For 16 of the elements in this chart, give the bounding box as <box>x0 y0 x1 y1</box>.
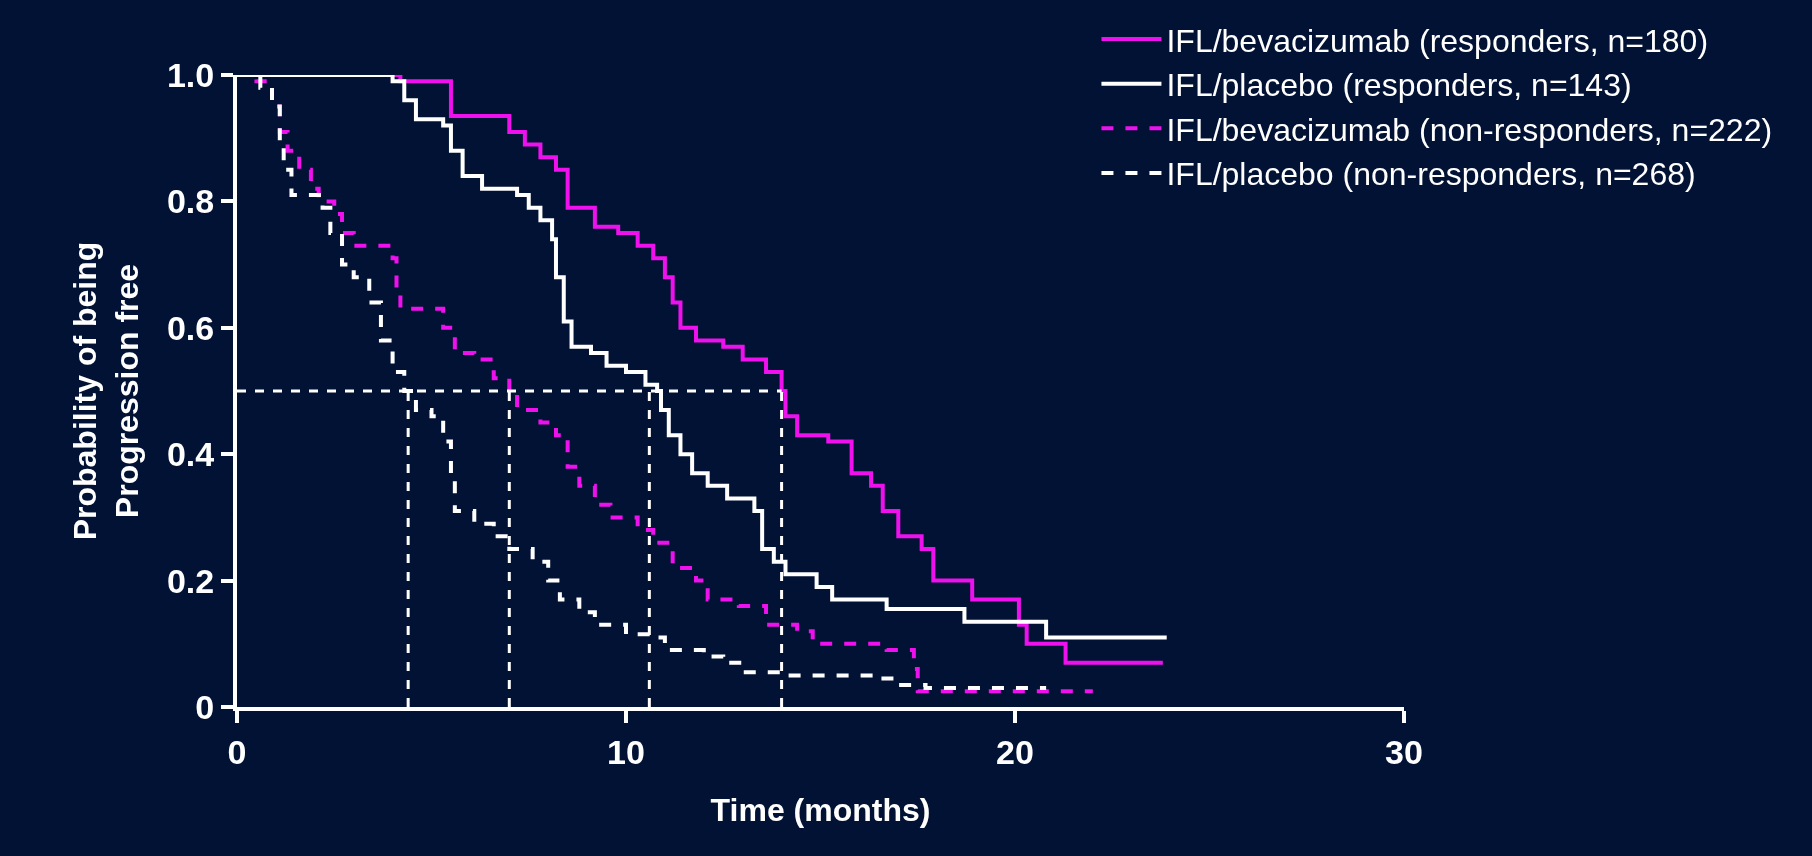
y-tick-label: 0 <box>195 687 215 726</box>
y-axis-title: Probability of being Progression free <box>67 241 145 541</box>
x-axis-title: Time (months) <box>710 792 931 829</box>
legend-label: IFL/placebo (non-responders, n=268) <box>1166 156 1696 193</box>
legend-label: IFL/bevacizumab (responders, n=180) <box>1166 22 1709 59</box>
x-tick-label: 0 <box>227 732 247 771</box>
y-tick-label: 0.8 <box>166 182 215 221</box>
legend-label: IFL/placebo (responders, n=143) <box>1166 67 1632 104</box>
legend-label: IFL/bevacizumab (non-responders, n=222) <box>1166 111 1773 148</box>
x-tick-label: 20 <box>996 732 1034 771</box>
y-tick-label: 1.0 <box>166 55 215 94</box>
x-tick-label: 10 <box>607 732 645 771</box>
x-tick-label: 30 <box>1385 732 1423 771</box>
y-tick-label: 0.4 <box>166 435 215 474</box>
y-tick-label: 0.2 <box>166 561 215 600</box>
y-tick-label: 0.6 <box>166 308 215 347</box>
